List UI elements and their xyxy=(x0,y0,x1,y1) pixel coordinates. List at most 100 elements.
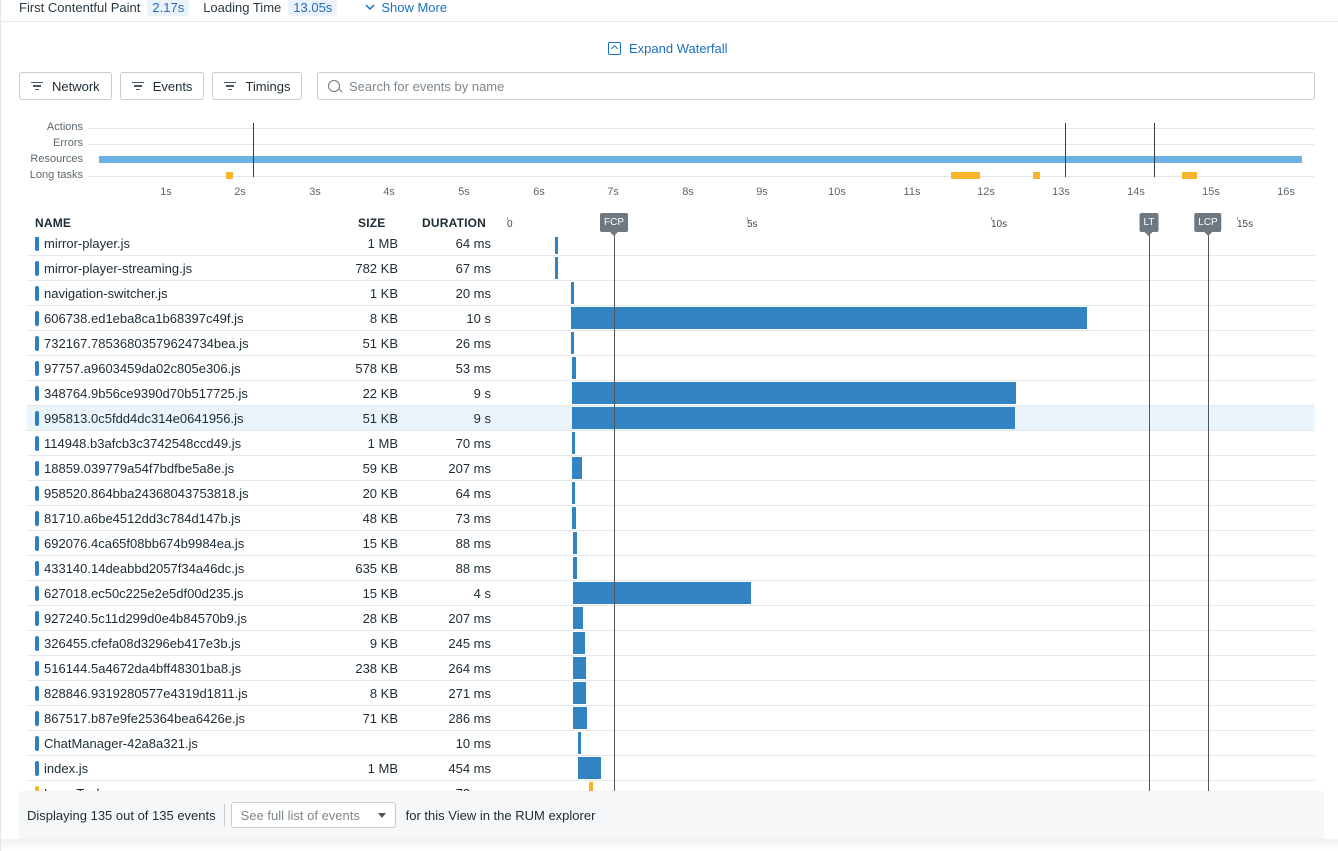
waterfall-bar xyxy=(578,732,581,754)
duration-column-header[interactable]: DURATION xyxy=(422,216,487,230)
event-name: 732167.78536803579624734bea.js xyxy=(44,336,249,351)
show-more-link[interactable]: Show More xyxy=(365,0,447,15)
waterfall-bar xyxy=(573,607,583,629)
table-row[interactable]: 828846.9319280577e4319d1811.js 8 KB 271 ms xyxy=(27,681,1315,706)
table-row[interactable]: 995813.0c5fdd4dc314e0641956.js 51 KB 9 s xyxy=(27,406,1315,431)
table-row[interactable]: mirror-player-streaming.js 782 KB 67 ms xyxy=(27,256,1315,281)
event-search-box[interactable] xyxy=(317,72,1315,100)
event-name: 828846.9319280577e4319d1811.js xyxy=(44,686,248,701)
event-duration: 64 ms xyxy=(455,237,491,251)
overview-label-actions: Actions xyxy=(46,121,83,133)
lt-marker-flag[interactable]: LT xyxy=(1139,213,1159,236)
event-name: 867517.b87e9fe25364bea6426e.js xyxy=(44,711,245,726)
event-size: 1 MB xyxy=(367,237,398,251)
resource-type-indicator xyxy=(35,486,39,501)
table-row[interactable]: 732167.78536803579624734bea.js 51 KB 26 ms xyxy=(27,331,1315,356)
timings-filter-label: Timings xyxy=(245,78,291,94)
waterfall-bar xyxy=(571,307,1087,329)
event-size: 782 KB xyxy=(355,261,398,276)
event-duration: 207 ms xyxy=(448,461,491,476)
full-list-select[interactable]: See full list of events xyxy=(230,802,396,828)
chevron-down-icon xyxy=(365,3,375,10)
table-row[interactable]: 348764.9b56ce9390d70b517725.js 22 KB 9 s xyxy=(27,381,1315,406)
resource-type-indicator xyxy=(35,736,39,751)
events-filter-button[interactable]: Events xyxy=(119,72,205,100)
timings-filter-button[interactable]: Timings xyxy=(212,72,303,100)
table-row[interactable]: 516144.5a4672da4bff48301ba8.js 238 KB 264 … xyxy=(27,656,1315,681)
table-row[interactable]: 326455.cfefa08d3296eb417e3b.js 9 KB 245 ms xyxy=(27,631,1315,656)
displaying-count: Displaying 135 out of 135 events xyxy=(27,807,216,823)
event-size: 8 KB xyxy=(369,311,398,326)
table-row[interactable]: 114948.b3afcb3c3742548ccd49.js 1 MB 70 ms xyxy=(27,431,1315,456)
fcp-marker-line xyxy=(614,230,615,791)
events-table: mirror-player.js 1 MB 64 ms mirror-player-s… xyxy=(27,237,1315,791)
event-name: ChatManager-42a8a321.js xyxy=(44,736,198,751)
waterfall-bar xyxy=(578,757,601,779)
table-row[interactable]: 867517.b87e9fe25364bea6426e.js 71 KB 286 m… xyxy=(27,706,1315,731)
event-duration: 454 ms xyxy=(448,761,491,776)
event-size: 59 KB xyxy=(362,461,398,476)
table-row[interactable]: 958520.864bba24368043753818.js 20 KB 64 ms xyxy=(27,481,1315,506)
overview-tick: 9s xyxy=(756,186,768,198)
resource-type-indicator xyxy=(35,386,39,401)
overview-lane-long-tasks xyxy=(89,176,1314,177)
overview-tick: 7s xyxy=(607,186,619,198)
event-name: 18859.039779a54f7bdfbe5a8e.js xyxy=(44,461,235,476)
resource-type-indicator xyxy=(35,461,39,476)
table-row[interactable]: mirror-player.js 1 MB 64 ms xyxy=(27,237,1315,256)
table-row[interactable]: 627018.ec50c225e2e5df00d235.js 15 KB 4 s xyxy=(27,581,1315,606)
event-size: 1 MB xyxy=(367,436,398,451)
expand-waterfall-button[interactable]: Expand Waterfall xyxy=(608,41,728,56)
overview-lane-errors xyxy=(89,144,1314,145)
waterfall-bar xyxy=(571,332,574,354)
overview-label-long-tasks: Long tasks xyxy=(29,169,83,181)
table-row[interactable]: navigation-switcher.js 1 KB 20 ms xyxy=(27,281,1315,306)
table-row[interactable]: 433140.14deabbd2057f34a46dc.js 635 KB 88 m… xyxy=(27,556,1315,581)
network-filter-button[interactable]: Network xyxy=(19,72,112,100)
lcp-marker-line xyxy=(1208,230,1209,791)
waterfall-tick: 10s xyxy=(991,217,1008,230)
fcp-marker-flag[interactable]: FCP xyxy=(600,213,628,236)
table-row[interactable]: Long Task 72 ms xyxy=(27,781,1315,791)
event-size: 635 KB xyxy=(355,561,398,576)
table-row[interactable]: 18859.039779a54f7bdfbe5a8e.js 59 KB 207 ms xyxy=(27,456,1315,481)
table-row[interactable]: ChatManager-42a8a321.js 10 ms xyxy=(27,731,1315,756)
overview-tick: 5s xyxy=(458,186,470,198)
filter-icon xyxy=(31,82,43,90)
lcp-marker-flag[interactable]: LCP xyxy=(1194,213,1222,236)
event-duration: 53 ms xyxy=(455,361,491,376)
footer-suffix: for this View in the RUM explorer xyxy=(405,807,596,823)
table-row[interactable]: 927240.5c11d299d0e4b84570b9.js 28 KB 207 m… xyxy=(27,606,1315,631)
table-row[interactable]: 81710.a6be4512dd3c784d147b.js 48 KB 73 ms xyxy=(27,506,1315,531)
waterfall-bar xyxy=(573,657,586,679)
table-row[interactable]: 97757.a9603459da02c805e306.js 578 KB 53 ms xyxy=(27,356,1315,381)
filter-icon xyxy=(224,82,237,90)
overview-long-task xyxy=(226,172,233,179)
event-name: 927240.5c11d299d0e4b84570b9.js xyxy=(44,611,247,626)
table-row[interactable]: 692076.4ca65f08bb674b9984ea.js 15 KB 88 ms xyxy=(27,531,1315,556)
overview-long-task xyxy=(1033,172,1040,179)
event-size: 48 KB xyxy=(362,511,398,526)
event-duration: 286 ms xyxy=(448,711,491,726)
event-name: 97757.a9603459da02c805e306.js xyxy=(44,361,241,376)
event-duration: 9 s xyxy=(473,411,491,426)
overview-label-errors: Errors xyxy=(53,137,83,149)
event-name: 81710.a6be4512dd3c784d147b.js xyxy=(44,511,241,526)
event-duration: 264 ms xyxy=(448,661,491,676)
events-footer: Displaying 135 out of 135 events See ful… xyxy=(19,791,1324,839)
event-duration: 10 s xyxy=(466,311,491,326)
resource-type-indicator xyxy=(35,711,39,726)
overview-long-task xyxy=(951,172,980,179)
waterfall-bar xyxy=(572,382,1016,404)
event-size: 71 KB xyxy=(362,711,398,726)
event-search-input[interactable] xyxy=(349,78,1249,94)
name-column-header[interactable]: NAME xyxy=(35,216,72,230)
size-column-header[interactable]: SIZE xyxy=(358,216,386,230)
table-row[interactable]: index.js 1 MB 454 ms xyxy=(27,756,1315,781)
overview-tick: 2s xyxy=(234,186,246,198)
waterfall-bar xyxy=(572,432,575,454)
event-size: 15 KB xyxy=(362,536,398,551)
event-name: 433140.14deabbd2057f34a46dc.js xyxy=(44,561,245,576)
overview-tick: 1s xyxy=(160,186,172,198)
table-row[interactable]: 606738.ed1eba8ca1b68397c49f.js 8 KB 10 s xyxy=(27,306,1315,331)
